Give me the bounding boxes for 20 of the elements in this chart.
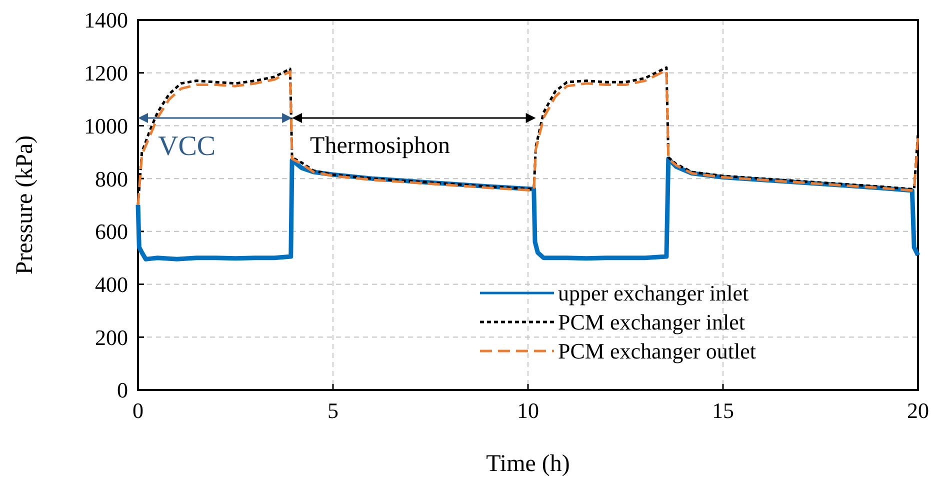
legend-label: PCM exchanger inlet — [558, 310, 745, 335]
y-tick-label: 1200 — [84, 60, 128, 86]
x-axis-title: Time (h) — [486, 451, 570, 477]
x-tick-label: 20 — [907, 398, 929, 423]
y-tick-label: 1400 — [84, 8, 128, 33]
legend-label: PCM exchanger outlet — [558, 338, 756, 364]
y-tick-label: 600 — [95, 219, 128, 244]
x-tick-label: 10 — [517, 398, 539, 423]
y-tick-label: 800 — [95, 166, 128, 192]
x-tick-label: 5 — [328, 398, 338, 423]
x-tick-label: 0 — [132, 398, 144, 423]
y-tick-label: 1000 — [84, 113, 128, 138]
annotation: Thermosiphon — [310, 133, 450, 159]
y-tick-label: 200 — [95, 324, 128, 350]
y-axis-title: Pressure (kPa) — [12, 135, 38, 275]
x-tick-label: 15 — [712, 398, 734, 423]
annotation: VCC — [158, 131, 216, 162]
y-tick-label: 400 — [95, 272, 128, 297]
y-tick-label: 0 — [117, 378, 128, 403]
legend-label: upper exchanger inlet — [558, 280, 749, 306]
